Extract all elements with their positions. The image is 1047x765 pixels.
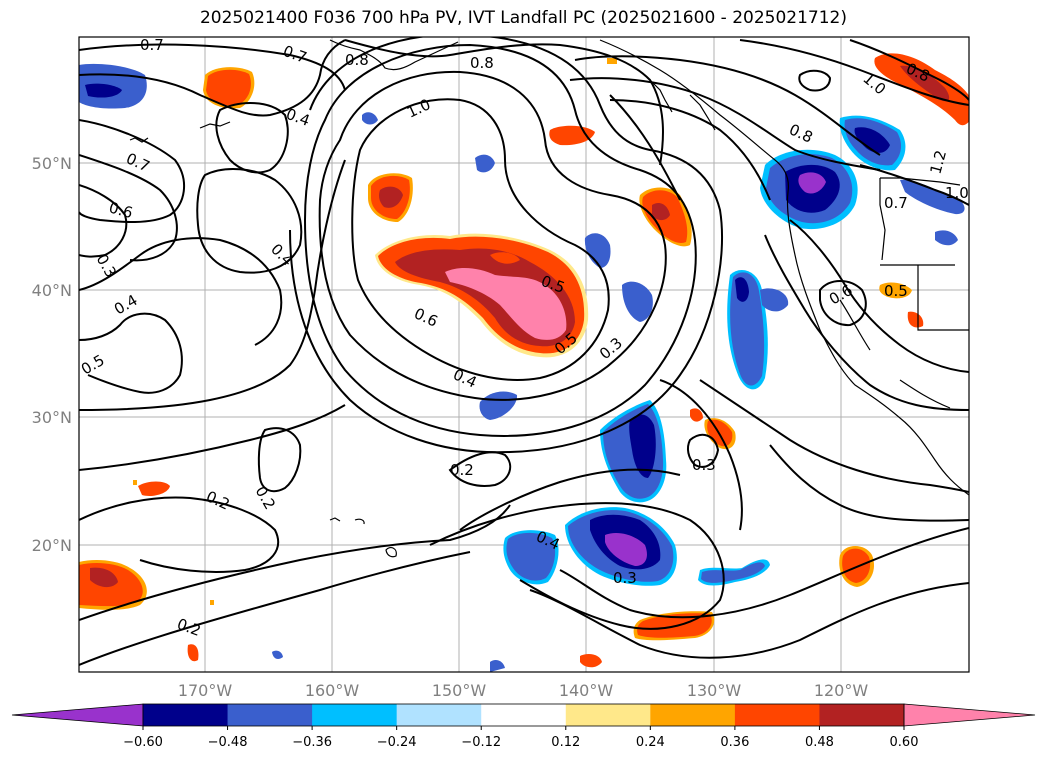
- lon-label: 120°W: [814, 681, 869, 700]
- colorbar-swatch: [143, 704, 229, 726]
- lat-label: 50°N: [32, 154, 72, 173]
- colorbar-extend-low: [11, 703, 144, 727]
- colorbar: −0.60 −0.48 −0.36 −0.24 −0.12 0.12 0.24 0.36 0.4…: [11, 703, 1036, 750]
- pos-blob-ne: [874, 53, 969, 126]
- lon-label: 130°W: [687, 681, 742, 700]
- lat-label: 20°N: [32, 536, 72, 555]
- coastlines: [129, 39, 969, 558]
- lat-label: 40°N: [32, 281, 72, 300]
- colorbar-tick-label: 0.12: [551, 735, 580, 750]
- colorbar-tick-label: −0.12: [461, 735, 501, 750]
- colorbar-tick-label: −0.48: [208, 735, 248, 750]
- contour-label: 0.7: [884, 194, 908, 212]
- contour-label: 0.6: [107, 198, 135, 222]
- contour-label: 0.7: [140, 36, 164, 54]
- colorbar-tick-label: 0.48: [805, 735, 834, 750]
- colorbar-swatch: [227, 704, 313, 726]
- colorbar-swatch: [312, 704, 398, 726]
- colorbar-tick-label: 0.36: [720, 735, 749, 750]
- contour-label: 0.5: [884, 282, 908, 300]
- pv-contours: [79, 37, 969, 666]
- contour-label: 0.3: [613, 569, 637, 587]
- map-title: 2025021400 F036 700 hPa PV, IVT Landfall…: [199, 8, 847, 28]
- colorbar-swatch: [481, 704, 567, 726]
- positive-anomaly-shading: [79, 53, 969, 668]
- lon-label: 150°W: [432, 681, 487, 700]
- latitude-labels: 50°N 40°N 30°N 20°N: [32, 154, 72, 555]
- longitude-labels: 170°W 160°W 150°W 140°W 130°W 120°W: [178, 681, 869, 700]
- lon-label: 140°W: [559, 681, 614, 700]
- colorbar-tick-label: 0.24: [636, 735, 665, 750]
- contour-label: 1.2: [926, 148, 950, 176]
- negative-anomaly-shading: [79, 63, 965, 672]
- map-frame: [78, 36, 970, 673]
- colorbar-tick-label: −0.60: [123, 735, 163, 750]
- colorbar-tick-label: 0.60: [890, 735, 919, 750]
- colorbar-frame: [142, 703, 905, 727]
- lon-label: 170°W: [178, 681, 233, 700]
- lat-label: 30°N: [32, 408, 72, 427]
- colorbar-extend-high: [903, 703, 1036, 727]
- colorbar-swatch: [819, 704, 905, 726]
- colorbar-swatch: [734, 704, 820, 726]
- colorbar-swatch: [650, 704, 736, 726]
- colorbar-swatch: [565, 704, 651, 726]
- contour-label: 0.3: [692, 456, 716, 474]
- lon-label: 160°W: [305, 681, 360, 700]
- contour-label: 0.2: [450, 461, 474, 479]
- colorbar-swatch: [396, 704, 482, 726]
- contour-label: 1.0: [945, 184, 969, 202]
- colorbar-tick-label: −0.36: [292, 735, 332, 750]
- colorbar-tick-label: −0.24: [377, 735, 417, 750]
- contour-label: 0.8: [345, 51, 369, 69]
- contour-label: 0.8: [470, 54, 494, 72]
